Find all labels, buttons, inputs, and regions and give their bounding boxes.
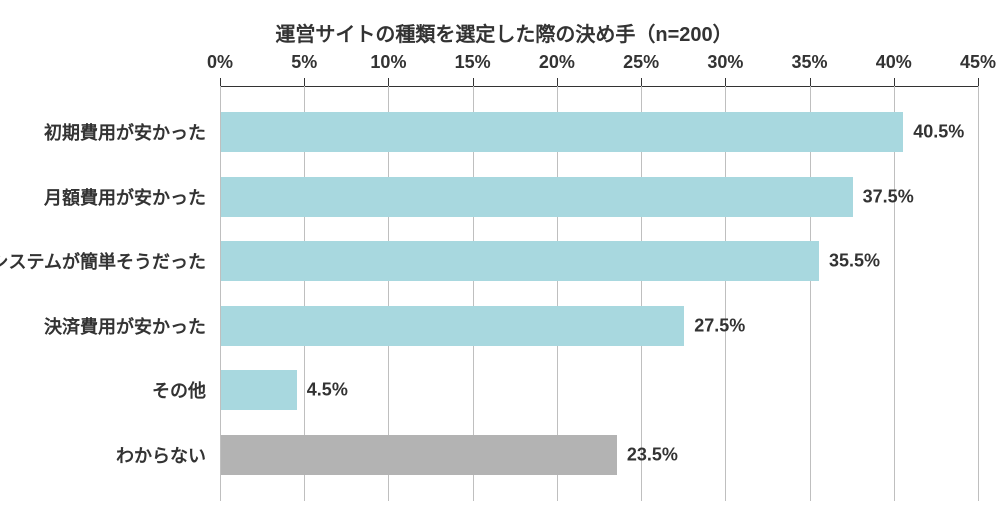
bar-value-label: 35.5%	[829, 251, 880, 272]
bar-value-label: 37.5%	[863, 186, 914, 207]
chart-title: 運営サイトの種類を選定した際の決め手（n=200）	[0, 18, 1008, 47]
x-tick-label: 25%	[623, 52, 659, 73]
bars-area: 初期費用が安かった40.5% 月額費用が安かった37.5% システムが簡単そうだった…	[220, 86, 978, 501]
x-tick-label: 35%	[792, 52, 828, 73]
chart-container: 運営サイトの種類を選定した際の決め手（n=200） 0% 5% 10% 15% 20% 2…	[0, 0, 1008, 521]
bar: 37.5%	[221, 177, 853, 217]
x-tick-label: 0%	[207, 52, 233, 73]
x-tick-label: 20%	[539, 52, 575, 73]
category-label: 決済費用が安かった	[44, 313, 206, 339]
bar: 23.5%	[221, 435, 617, 475]
tick-mark	[304, 78, 305, 86]
bar-value-label: 40.5%	[913, 122, 964, 143]
tick-mark	[725, 78, 726, 86]
bar-row: その他4.5%	[220, 370, 978, 410]
bar: 35.5%	[221, 241, 819, 281]
tick-mark	[978, 78, 979, 86]
bar-row: 決済費用が安かった27.5%	[220, 306, 978, 346]
x-tick-label: 40%	[876, 52, 912, 73]
category-label: わからない	[116, 442, 206, 468]
tick-mark	[473, 78, 474, 86]
tick-mark	[810, 78, 811, 86]
tick-mark	[388, 78, 389, 86]
category-label: 月額費用が安かった	[44, 184, 206, 210]
bar-value-label: 4.5%	[307, 380, 348, 401]
category-label: その他	[152, 377, 206, 403]
bar-row: 月額費用が安かった37.5%	[220, 177, 978, 217]
category-label: 初期費用が安かった	[44, 119, 206, 145]
x-tick-label: 45%	[960, 52, 996, 73]
category-label: システムが簡単そうだった	[0, 248, 206, 274]
x-tick-label: 5%	[291, 52, 317, 73]
tick-mark	[894, 78, 895, 86]
bar-value-label: 27.5%	[694, 315, 745, 336]
x-tick-label: 10%	[370, 52, 406, 73]
bar: 40.5%	[221, 112, 903, 152]
x-tick-label: 15%	[455, 52, 491, 73]
tick-mark	[557, 78, 558, 86]
tick-mark	[220, 78, 221, 86]
x-tick-label: 30%	[707, 52, 743, 73]
bar: 4.5%	[221, 370, 297, 410]
bar-row: システムが簡単そうだった35.5%	[220, 241, 978, 281]
bar-row: 初期費用が安かった40.5%	[220, 112, 978, 152]
bar-value-label: 23.5%	[627, 444, 678, 465]
bar: 27.5%	[221, 306, 684, 346]
bar-row: わからない23.5%	[220, 435, 978, 475]
gridline	[978, 86, 979, 501]
tick-mark	[641, 78, 642, 86]
plot-area: 0%5%10%15%20%25%30%35%40%45% 初期費用が安かった40…	[220, 54, 978, 501]
